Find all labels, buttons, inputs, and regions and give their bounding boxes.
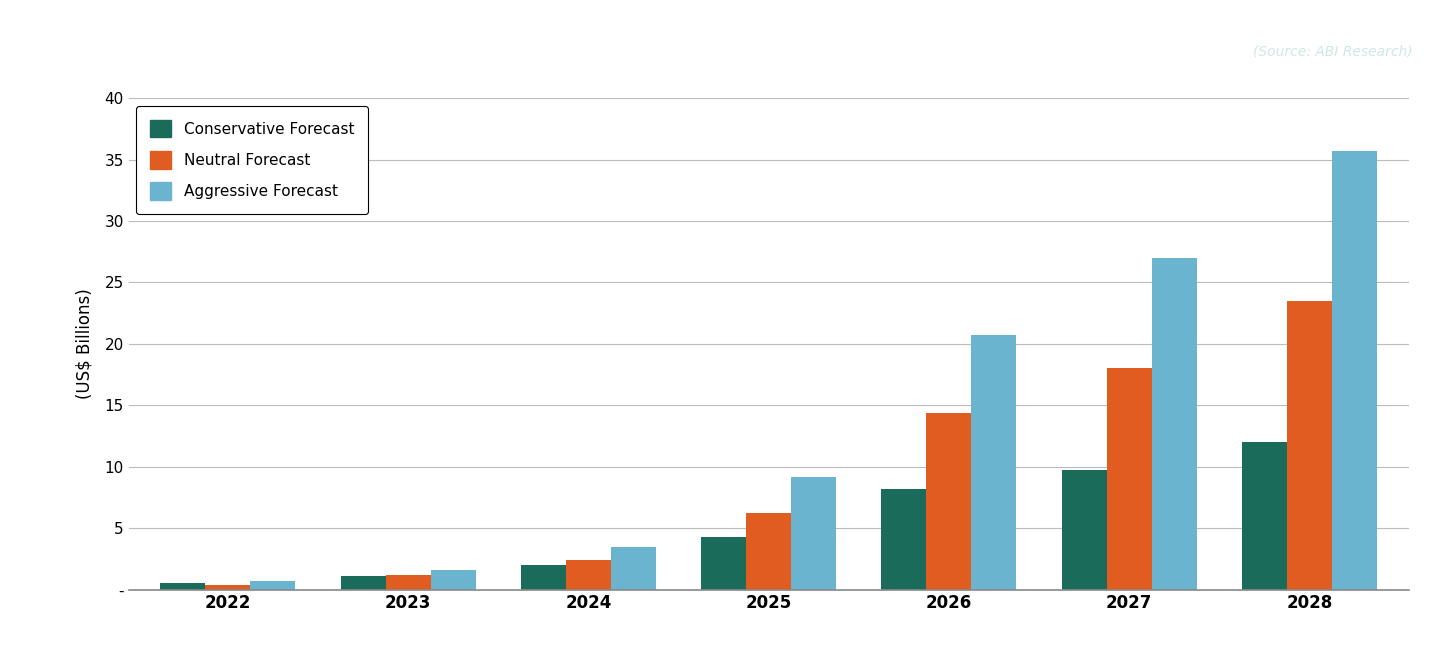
Bar [1241,442,1287,590]
Bar [971,335,1017,590]
Bar [566,560,611,590]
Legend: Conservative Forecast, Neutral Forecast, Aggressive Forecast: Conservative Forecast, Neutral Forecast,… [136,106,368,214]
Bar [701,536,746,590]
Text: (Source: ABI Research): (Source: ABI Research) [1253,45,1413,58]
Bar [1061,470,1107,590]
Y-axis label: (US$ Billions): (US$ Billions) [76,288,93,400]
Bar [1151,258,1197,590]
Bar [927,413,971,590]
Text: Chart 1:: Chart 1: [17,35,90,53]
Bar [206,585,250,590]
Bar [881,489,927,590]
Bar [1331,151,1377,590]
Bar [1107,368,1151,590]
Bar [791,477,837,590]
Bar [611,546,656,590]
Bar [386,575,430,590]
Text: World Markets: 2022 to 2028: World Markets: 2022 to 2028 [136,54,409,73]
Bar [521,565,566,590]
Text: 5G Network Slicing by Different Forecast Types: 5G Network Slicing by Different Forecast… [136,15,576,34]
Bar [1287,301,1331,590]
Bar [250,581,296,590]
Bar [340,576,386,590]
Bar [746,514,791,590]
Bar [160,584,206,590]
Bar [430,570,476,590]
